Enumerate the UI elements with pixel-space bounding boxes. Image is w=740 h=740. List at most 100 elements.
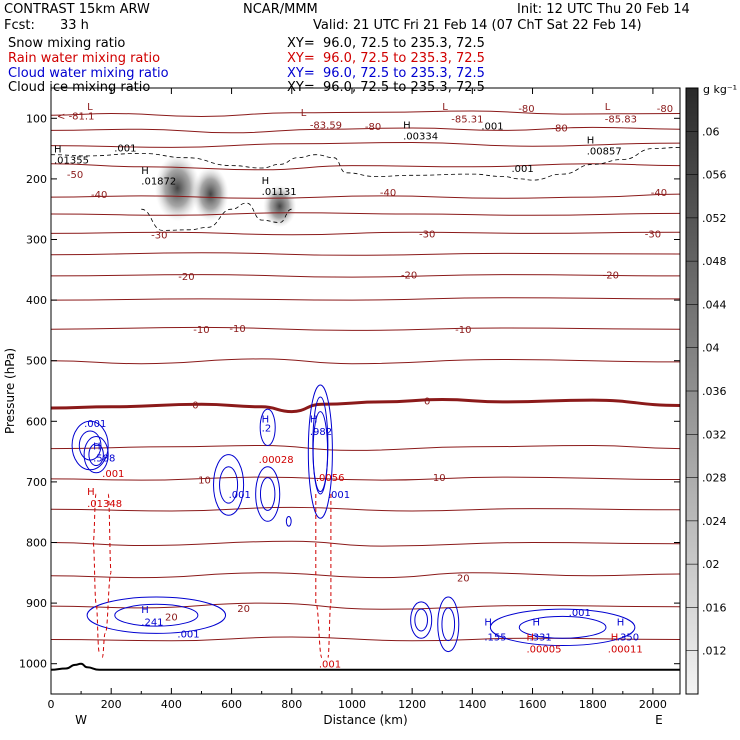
temperature-contour-12 — [51, 397, 680, 414]
y-tick-label-3: 400 — [26, 294, 47, 307]
field-annotation-24: .001 — [102, 469, 124, 480]
field-annotation-13: H — [262, 176, 270, 187]
snow-blob-2 — [263, 184, 297, 228]
temperature-contour-4 — [51, 193, 680, 199]
colorbar-label-1: .016 — [702, 601, 727, 614]
colorbar-label-8: .044 — [702, 298, 727, 311]
temperature-label-18-0: 20 — [237, 604, 250, 615]
x-tick-label-7: 1400 — [458, 698, 486, 711]
temperature-contour-8 — [51, 274, 680, 278]
temperature-label-8-2: -20 — [603, 271, 619, 282]
temperature-label-10-2: -10 — [455, 325, 471, 336]
field-annotation-23: .588 — [93, 454, 115, 465]
temperature-label-10-1: -10 — [229, 324, 245, 335]
temperature-contour-18 — [51, 602, 680, 610]
field-annotation-19: .00857 — [587, 146, 622, 157]
temperature-label-14-0: 10 — [198, 475, 211, 486]
field-annotation-15: H — [403, 120, 411, 131]
x-tick-label-8: 1600 — [519, 698, 547, 711]
x-tick-label-6: 1200 — [398, 698, 426, 711]
field-annotation-21: .001 — [84, 419, 106, 430]
field-annotation-28: .2 — [262, 423, 272, 434]
y-axis-label: Pressure (hPa) — [3, 348, 17, 434]
cloud-water-inner-2 — [219, 466, 239, 504]
field-annotation-20: .001 — [511, 164, 533, 175]
ice-contour-0 — [51, 147, 680, 181]
y-tick-label-9: 1000 — [19, 658, 47, 671]
cloud-water-inner-10 — [441, 607, 456, 642]
field-annotation-25: H — [87, 487, 95, 498]
snow-blob-1 — [192, 166, 229, 222]
field-annotation-17: .001 — [481, 122, 503, 133]
temperature-contour-5 — [51, 212, 680, 216]
cloud-water-contour-5 — [307, 384, 333, 519]
cloud-water-inner-9 — [414, 608, 428, 632]
field-annotation-14: .01131 — [262, 187, 297, 198]
temperature-label-4-1: -40 — [380, 188, 396, 199]
cloud-water-inner-11 — [518, 615, 607, 639]
cloud-water-inner-1 — [88, 443, 104, 467]
cloud-ice-contours — [51, 147, 680, 231]
cloud-water-contours — [71, 384, 636, 653]
temperature-label-6-2: -30 — [645, 229, 661, 240]
temperature-label-6-0: -30 — [151, 231, 167, 242]
field-annotation-7: -85.83 — [605, 114, 637, 125]
field-annotation-31: H — [310, 414, 318, 425]
model-title: CONTRAST 15km ARW — [4, 2, 150, 17]
field-annotation-4: L — [442, 102, 448, 113]
field-annotation-30: .001 — [229, 490, 251, 501]
field-annotation-8: .001 — [114, 143, 136, 154]
legend-snow-xy: XY= 96.0, 72.5 to 235.3, 72.5 — [287, 36, 485, 51]
temperature-contour-14 — [51, 476, 680, 481]
field-annotation-46: .350 — [617, 632, 639, 643]
field-annotation-3: -83.59 — [310, 120, 342, 131]
cloud-water-contour-8 — [86, 596, 227, 634]
cloud-water-contour-6 — [312, 396, 329, 495]
field-annotation-22: H — [93, 442, 101, 453]
colorbar-label-6: .036 — [702, 385, 727, 398]
colorbar: .012 .016 .02 .024 .028 .032 .036 .04 .044 .048 .0… — [685, 83, 737, 695]
legend-rain-name: Rain water mixing ratio — [8, 51, 161, 66]
x-tick-label-0: 0 — [48, 698, 55, 711]
colorbar-label-10: .052 — [702, 212, 727, 225]
x-axis-label: Distance (km) — [323, 713, 407, 727]
y-tick-label-4: 500 — [26, 355, 47, 368]
field-annotation-6: L — [605, 102, 611, 113]
field-annotation-39: .155 — [484, 632, 506, 643]
temperature-label-12-1: 0 — [424, 397, 430, 408]
temperature-contour-16 — [51, 540, 680, 547]
temperature-contour-2 — [51, 141, 680, 148]
temperature-contour-10 — [51, 326, 680, 331]
temperature-label-10-0: -10 — [193, 325, 209, 336]
field-annotation-34: .001 — [328, 490, 350, 501]
field-annotation-2: L — [301, 108, 307, 119]
y-tick-label-0: 100 — [26, 112, 47, 125]
axes: 0 200 400 600 800 1000 1200 1400 1600 1800 2000100… — [3, 87, 681, 727]
y-tick-label-6: 700 — [26, 476, 47, 489]
temperature-contour-3 — [51, 163, 680, 171]
legend-cloud-water-xy: XY= 96.0, 72.5 to 235.3, 72.5 — [287, 66, 485, 81]
rain-contour-3 — [327, 493, 332, 659]
field-annotation-0: L — [87, 102, 93, 113]
colorbar-label-3: .024 — [702, 515, 727, 528]
snow-field — [154, 154, 297, 228]
rain-contour-2 — [315, 493, 323, 659]
rain-contour-1 — [101, 493, 112, 659]
field-annotation-47: H — [611, 632, 619, 643]
field-annotation-12: .01872 — [141, 177, 176, 188]
temperature-contour-0 — [51, 110, 680, 118]
terrain-surface — [51, 662, 680, 671]
temperature-contour-13 — [51, 444, 680, 451]
colorbar-label-5: .032 — [702, 428, 727, 441]
y-tick-label-2: 300 — [26, 234, 47, 247]
field-annotation-37: .001 — [177, 629, 199, 640]
colorbar-label-4: .028 — [702, 472, 727, 485]
cloud-water-contour-11 — [489, 608, 636, 647]
field-annotation-9: H — [54, 145, 62, 156]
temperature-label-0-1: -80 — [551, 123, 567, 134]
x-tick-label-10: 2000 — [639, 698, 667, 711]
temperature-label-8-1: -20 — [401, 271, 417, 282]
y-tick-label-8: 900 — [26, 597, 47, 610]
temperature-label-6-1: -30 — [419, 229, 435, 240]
